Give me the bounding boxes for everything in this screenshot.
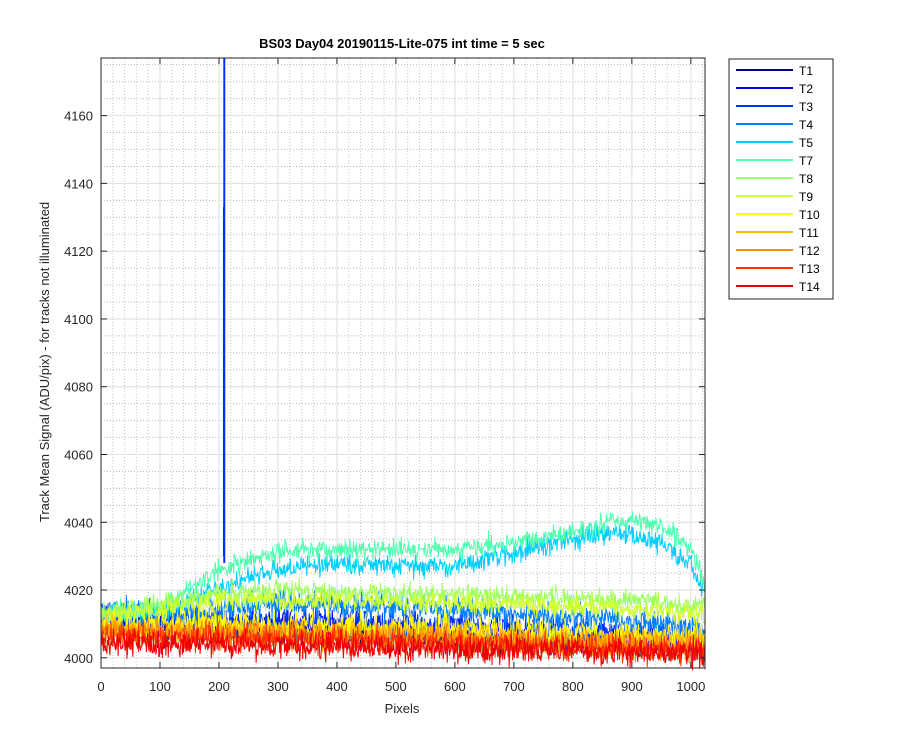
- x-tick-label: 700: [503, 679, 525, 694]
- y-tick-label: 4160: [64, 109, 93, 124]
- legend-label-T10: T10: [799, 208, 820, 222]
- series-line-T12: [100, 616, 706, 664]
- x-tick-label: 0: [97, 679, 104, 694]
- legend-label-T12: T12: [799, 244, 820, 258]
- legend-label-T9: T9: [799, 190, 813, 204]
- series-line-T9: [100, 588, 706, 626]
- x-tick-label: 1000: [676, 679, 705, 694]
- y-tick-label: 4140: [64, 176, 93, 191]
- legend-label-T11: T11: [799, 226, 819, 240]
- x-tick-label: 900: [621, 679, 643, 694]
- y-tick-label: 4060: [64, 448, 93, 463]
- legend-label-T14: T14: [799, 280, 820, 294]
- y-tick-label: 4120: [64, 244, 93, 259]
- y-tick-label: 4100: [64, 312, 93, 327]
- plot-area: [101, 58, 705, 668]
- x-tick-label: 200: [208, 679, 230, 694]
- legend-label-T7: T7: [799, 154, 813, 168]
- x-tick-label: 400: [326, 679, 348, 694]
- plot-series: [100, 58, 706, 671]
- x-tick-label: 800: [562, 679, 584, 694]
- y-tick-label: 4000: [64, 651, 93, 666]
- x-tick-label: 100: [149, 679, 171, 694]
- legend-label-T8: T8: [799, 172, 813, 186]
- legend-label-T5: T5: [799, 136, 813, 150]
- axes-box: [100, 57, 706, 669]
- legend-label-T4: T4: [799, 118, 813, 132]
- plot-grid: [100, 58, 705, 668]
- series-line-T14: [100, 627, 706, 671]
- y-axis-label: Track Mean Signal (ADU/pix) - for tracks…: [37, 202, 52, 522]
- y-tick-label: 4040: [64, 515, 93, 530]
- y-tick-label: 4080: [64, 380, 93, 395]
- x-tick-label: 300: [267, 679, 289, 694]
- chart-title: BS03 Day04 20190115-Lite-075 int time = …: [259, 36, 545, 51]
- y-tick-label: 4020: [64, 583, 93, 598]
- legend-label-T3: T3: [799, 100, 813, 114]
- legend-label-T13: T13: [799, 262, 820, 276]
- legend-label-T2: T2: [799, 82, 813, 96]
- x-axis-label: Pixels: [385, 701, 420, 716]
- x-tick-label: 600: [444, 679, 466, 694]
- legend-label-T1: T1: [799, 64, 813, 78]
- series-line-T7: [100, 511, 706, 623]
- x-tick-label: 500: [385, 679, 407, 694]
- legend: T1 T2 T3 T4 T5 T7 T8 T9 T10 T11 T12 T13 T14: [728, 58, 834, 300]
- plot-axes: 0 100 200 300 400 500 600 700 800 900 1000 4000 4020…: [64, 57, 706, 694]
